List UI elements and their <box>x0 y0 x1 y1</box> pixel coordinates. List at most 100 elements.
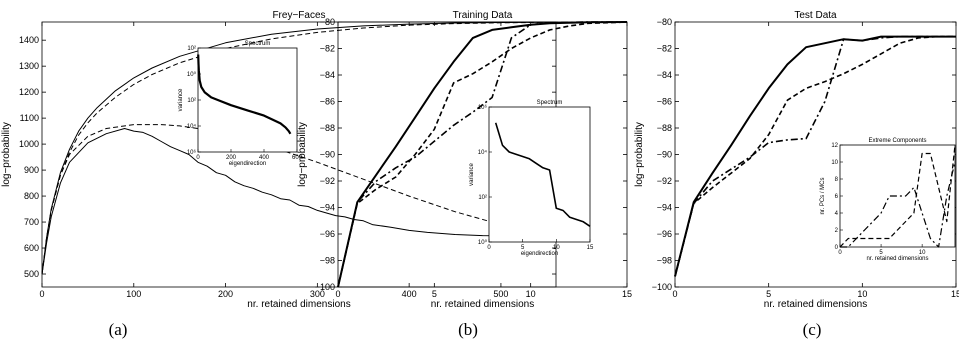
y-tick-label: −80 <box>320 17 335 27</box>
series-line-2 <box>337 21 628 288</box>
y-tick-label: −88 <box>320 123 335 133</box>
inset-x-label: eigendirection <box>229 161 266 167</box>
y-tick-label: −100 <box>315 282 335 292</box>
x-axis-label: nr. retained dimensions <box>247 299 350 310</box>
inset-series-line-0 <box>839 144 956 248</box>
y-tick-label: 1000 <box>19 139 39 149</box>
series-line-1 <box>674 35 956 277</box>
inset-series-line-0 <box>197 54 292 135</box>
inset-y-tick-label: 10² <box>478 195 487 201</box>
inset-x-tick-label: 0 <box>196 155 200 161</box>
inset-y-tick-label: 10² <box>187 46 196 52</box>
y-tick-label: −96 <box>320 229 335 239</box>
y-tick-label: −94 <box>320 203 335 213</box>
inset-x-tick-label: 600 <box>292 155 303 161</box>
chart-title: Test Data <box>794 10 837 21</box>
inset-y-tick-label: 10⁴ <box>187 123 197 130</box>
y-tick-label: −94 <box>657 203 672 213</box>
y-tick-label: −92 <box>657 176 672 186</box>
y-tick-label: −84 <box>657 70 672 80</box>
inset-x-tick-label: 10 <box>553 245 560 251</box>
x-tick-label: 0 <box>335 289 340 299</box>
panel-1: 0 5 10 15 −100 −98 −96 −94 −92 −90 −88 −86 −84 −82 −80… <box>297 10 632 339</box>
y-tick-label: 1300 <box>19 61 39 71</box>
inset-x-tick-label: 15 <box>587 245 594 251</box>
inset-y-tick-label: 6 <box>835 194 839 200</box>
y-tick-label: 500 <box>24 269 39 279</box>
y-tick-label: −84 <box>320 70 335 80</box>
y-tick-label: 1200 <box>19 87 39 97</box>
panel-caption: (a) <box>109 320 128 339</box>
inset-y-tick-label: 2 <box>835 228 839 234</box>
series-line-0 <box>674 35 956 277</box>
inset-x-tick-label: 5 <box>879 250 883 256</box>
inset-x-label: eigendirection <box>521 251 558 257</box>
inset-x-tick-label: 200 <box>226 155 237 161</box>
x-tick-label: 500 <box>493 289 508 299</box>
y-axis-label: log−probability <box>634 122 645 187</box>
inset-plot: 0 5 10 0 2 4 6 8 10 12 Extreme Components nr. retai… <box>820 138 956 262</box>
x-tick-label: 0 <box>672 289 677 299</box>
panel-2: 0 5 10 15 −100 −98 −96 −94 −92 −90 −88 −86 −84 −82 −80… <box>634 10 959 339</box>
inset-title: Spectrum <box>245 41 271 47</box>
x-tick-label: 15 <box>951 289 959 299</box>
inset-plot: 0 200 400 600 10⁶ 10⁴ 10² 10⁰ 10² Spectrum eigendi… <box>178 41 303 167</box>
inset-x-tick-label: 400 <box>259 155 270 161</box>
inset-y-tick-label: 10⁴ <box>478 149 488 156</box>
y-tick-label: −90 <box>320 150 335 160</box>
y-tick-label: −82 <box>657 44 672 54</box>
inset-frame <box>197 47 298 153</box>
inset-plot: 0 5 10 15 10⁰ 10² 10⁴ 10⁶ Spectrum eigendirection… <box>469 100 594 257</box>
x-tick-label: 300 <box>310 289 325 299</box>
x-tick-label: 100 <box>126 289 141 299</box>
x-tick-label: 5 <box>766 289 771 299</box>
inset-y-tick-label: 12 <box>831 143 838 149</box>
x-tick-label: 0 <box>39 289 44 299</box>
inset-series-line-0 <box>494 122 591 227</box>
inset-y-tick-label: 10⁶ <box>478 104 488 111</box>
inset-y-tick-label: 10⁶ <box>187 149 197 156</box>
inset-y-tick-label: 10⁰ <box>187 71 197 78</box>
series-line-2 <box>41 128 557 275</box>
inset-x-tick-label: 0 <box>838 250 842 256</box>
inset-y-label: variance <box>469 163 475 186</box>
y-tick-label: 700 <box>24 217 39 227</box>
y-tick-label: 1400 <box>19 35 39 45</box>
y-tick-label: 1100 <box>20 113 39 123</box>
inset-x-label: nr. retained dimensions <box>866 256 928 262</box>
x-tick-label: 5 <box>432 289 437 299</box>
inset-x-tick-label: 10 <box>919 250 926 256</box>
y-tick-label: −92 <box>320 176 335 186</box>
series-line-2 <box>674 35 956 277</box>
x-tick-label: 400 <box>402 289 417 299</box>
inset-x-tick-label: 5 <box>521 245 525 251</box>
y-axis-label: log−probability <box>297 122 308 187</box>
x-axis-label: nr. retained dimensions <box>431 299 534 310</box>
chart-title: Training Data <box>453 10 513 21</box>
inset-y-label: variance <box>178 88 184 111</box>
x-tick-label: 200 <box>218 289 233 299</box>
inset-x-tick-label: 0 <box>487 245 491 251</box>
inset-title: Spectrum <box>537 100 563 106</box>
x-axis-label: nr. retained dimensions <box>764 299 867 310</box>
inset-title: Extreme Components <box>868 138 926 144</box>
inset-y-tick-label: 10⁰ <box>478 239 488 246</box>
y-tick-label: −86 <box>320 97 335 107</box>
y-tick-label: −100 <box>652 282 672 292</box>
y-tick-label: −82 <box>320 44 335 54</box>
y-tick-label: −80 <box>657 17 672 27</box>
inset-frame <box>488 106 591 243</box>
y-tick-label: −98 <box>657 256 672 266</box>
panel-0: 0 100 200 300 400 500500600700800900100011001… <box>1 10 557 339</box>
series-line-0 <box>41 21 557 275</box>
inset-y-tick-label: 10 <box>831 160 838 166</box>
panel-caption: (b) <box>458 320 478 339</box>
inset-y-tick-label: 10² <box>187 98 196 104</box>
inset-y-label: nr. PCs / MCs <box>820 177 826 214</box>
inset-y-tick-label: 8 <box>835 177 839 183</box>
x-tick-label: 15 <box>622 289 632 299</box>
y-tick-label: −96 <box>657 229 672 239</box>
chart-title: Frey−Faces <box>272 10 325 21</box>
inset-y-tick-label: 4 <box>835 211 839 217</box>
